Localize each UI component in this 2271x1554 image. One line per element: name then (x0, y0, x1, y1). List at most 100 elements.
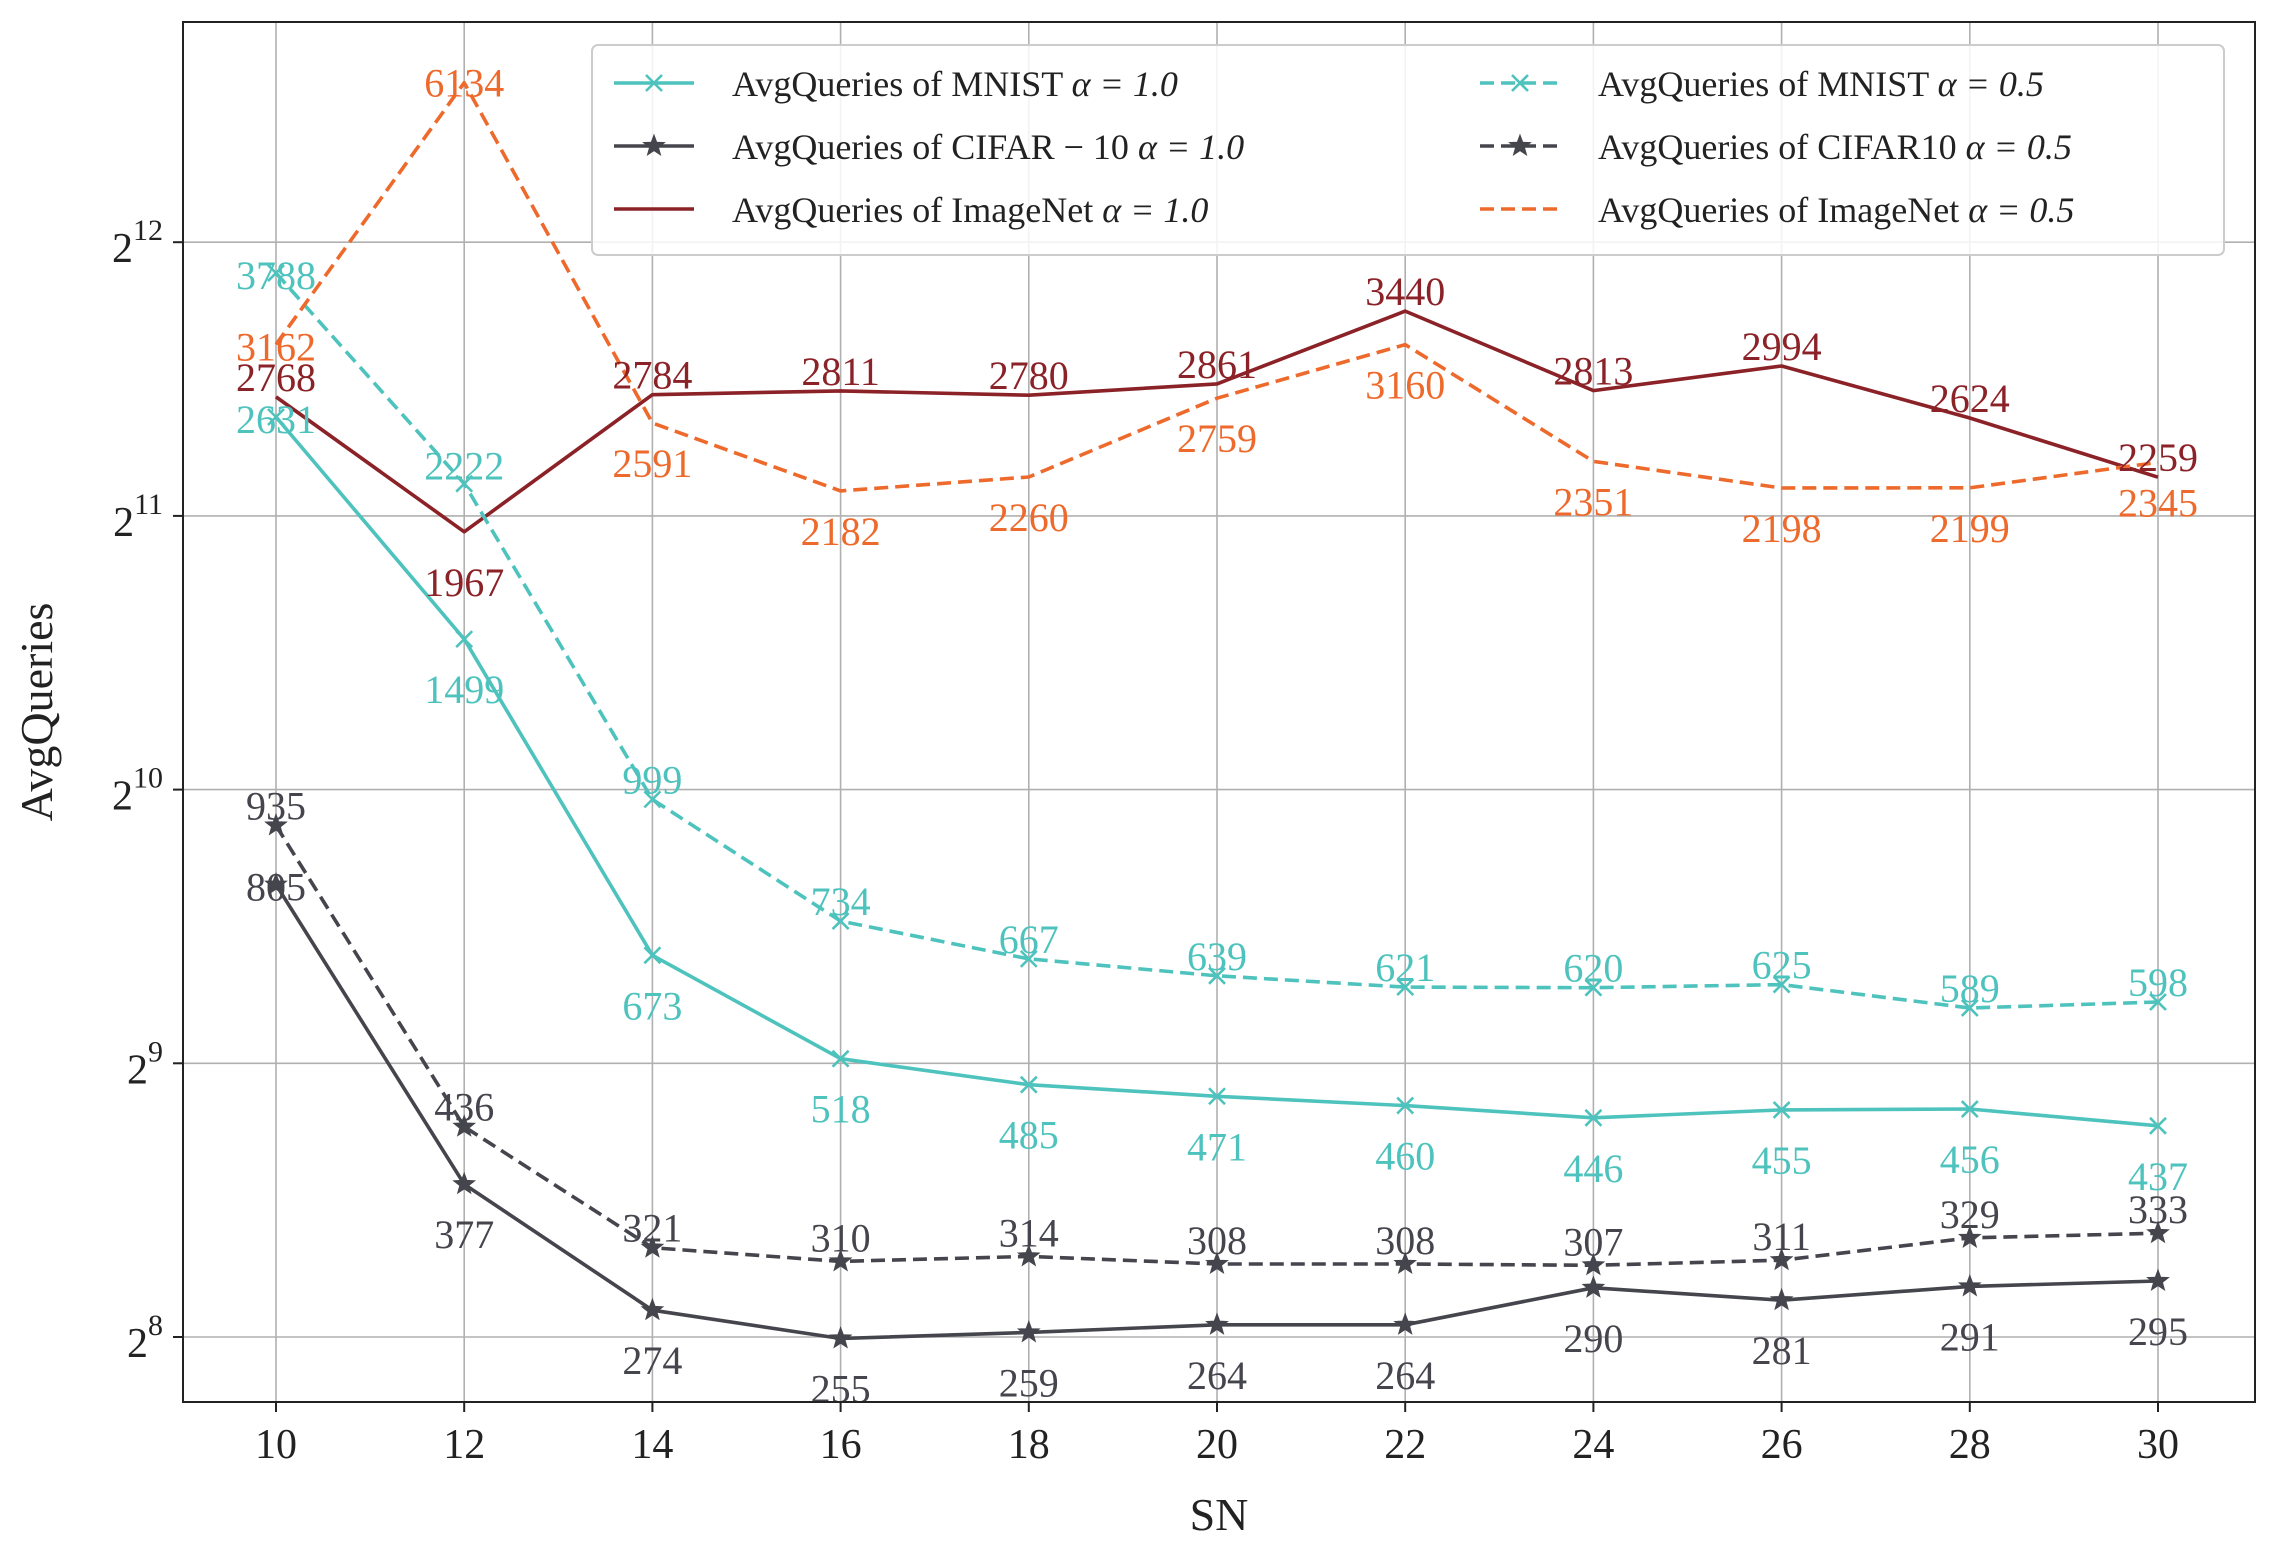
legend-item-2: AvgQueries of ImageNet α = 1.0 (614, 190, 1208, 230)
point-marker (640, 1297, 665, 1321)
point-marker (1960, 1100, 1979, 1118)
data-label: 2811 (801, 349, 880, 394)
point-marker (1960, 999, 1979, 1017)
data-label: 518 (811, 1087, 871, 1132)
series-3 (267, 264, 2167, 1017)
point-marker (1396, 1096, 1415, 1115)
point-marker (1584, 978, 1603, 997)
data-label: 625 (1752, 943, 1812, 988)
data-label: 437 (2128, 1154, 2188, 1199)
point-marker (828, 1326, 853, 1349)
point-marker (2149, 993, 2167, 1011)
legend-item-1: AvgQueries of CIFAR − 10 α = 1.0 (614, 127, 1244, 167)
point-marker (640, 1235, 665, 1258)
y-tick-label: 28 (127, 1309, 163, 1367)
point-marker (455, 630, 474, 649)
point-marker (1508, 133, 1532, 157)
data-label: 667 (999, 917, 1059, 962)
data-label: 485 (999, 1113, 1059, 1158)
point-marker (1957, 1273, 1982, 1297)
data-label: 314 (999, 1210, 1059, 1255)
point-marker (831, 912, 850, 930)
y-axis-title: AvgQueries (11, 603, 62, 822)
data-label: 311 (1752, 1214, 1811, 1259)
x-tick-label: 24 (1572, 1422, 1614, 1468)
plot-frame (182, 21, 2256, 1403)
data-label: 308 (1375, 1218, 1435, 1263)
data-label: 2259 (2118, 435, 2198, 480)
data-label: 6134 (424, 61, 504, 106)
point-marker (1581, 1252, 1606, 1276)
x-tick-label: 14 (631, 1422, 673, 1468)
data-label: 264 (1375, 1353, 1435, 1398)
data-label: 290 (1563, 1316, 1623, 1361)
point-marker (645, 74, 663, 92)
series-line (274, 271, 2159, 1010)
data-label: 2182 (801, 509, 881, 554)
point-marker (1016, 1243, 1041, 1267)
data-label: 295 (2128, 1309, 2188, 1354)
data-label: 673 (622, 983, 682, 1028)
x-tick-label: 30 (2137, 1422, 2179, 1468)
data-label: 2813 (1553, 349, 1633, 394)
point-marker (1393, 1312, 1418, 1335)
data-label: 935 (246, 784, 306, 829)
data-label: 598 (2128, 960, 2188, 1005)
x-tick-label: 22 (1384, 1422, 1426, 1468)
data-label: 333 (2128, 1187, 2188, 1232)
data-label: 2199 (1930, 506, 2010, 551)
legend-item-0: AvgQueries of MNIST α = 1.0 (614, 64, 1178, 104)
data-label: 264 (1187, 1353, 1247, 1398)
legend-box (591, 44, 2225, 256)
point-marker (2146, 1220, 2170, 1244)
series-5 (274, 80, 2159, 493)
point-marker (452, 1114, 477, 1137)
data-label: 2780 (989, 353, 1069, 398)
legend-item-5: AvgQueries of ImageNet α = 0.5 (1480, 190, 2074, 230)
data-label: 436 (434, 1085, 494, 1130)
data-label: 2351 (1553, 479, 1633, 524)
y-tick-label: 210 (112, 762, 163, 820)
data-label: 2345 (2118, 480, 2198, 525)
series-0 (267, 408, 2167, 1135)
legend-label: AvgQueries of CIFAR − 10 α = 1.0 (732, 127, 1244, 167)
data-label: 274 (622, 1338, 682, 1383)
legend-item-4: AvgQueries of CIFAR10 α = 0.5 (1480, 127, 2072, 167)
x-tick-label: 20 (1196, 1422, 1238, 1468)
point-marker (1205, 1312, 1229, 1335)
data-label: 2784 (612, 353, 692, 398)
data-label: 471 (1187, 1124, 1247, 1169)
legend: AvgQueries of MNIST α = 1.0 AvgQueries of… (591, 44, 2225, 256)
legend-label: AvgQueries of CIFAR10 α = 0.5 (1598, 127, 2072, 167)
data-label: 259 (999, 1360, 1059, 1405)
y-tick-label: 29 (127, 1035, 163, 1093)
point-marker (1581, 1275, 1606, 1298)
x-tick-label: 16 (820, 1422, 862, 1468)
point-marker (267, 264, 285, 282)
data-label: 1499 (424, 667, 504, 712)
data-label: 2768 (236, 355, 316, 400)
data-label: 308 (1187, 1218, 1247, 1263)
data-label: 621 (1375, 945, 1435, 990)
legend-label: AvgQueries of ImageNet α = 0.5 (1598, 190, 2074, 230)
data-label: 639 (1187, 934, 1247, 979)
series-4 (264, 813, 2170, 1276)
data-label: 2198 (1742, 506, 1822, 551)
x-tick-label: 28 (1949, 1422, 1991, 1468)
point-marker (1396, 978, 1415, 997)
point-marker (452, 1171, 477, 1195)
data-label: 3162 (236, 324, 316, 369)
point-marker (643, 946, 662, 965)
point-marker (1019, 949, 1038, 968)
data-label: 2631 (236, 397, 316, 442)
x-axis: 10 12 14 16 18 20 22 24 26 28 30 (255, 1402, 2179, 1468)
data-label: 377 (434, 1212, 494, 1257)
point-marker (1772, 975, 1791, 994)
data-label: 455 (1752, 1138, 1812, 1183)
data-label: 321 (622, 1206, 682, 1251)
data-label: 329 (1940, 1192, 2000, 1237)
data-label: 999 (622, 757, 682, 802)
data-label: 456 (1940, 1137, 2000, 1182)
point-marker (831, 1049, 850, 1068)
